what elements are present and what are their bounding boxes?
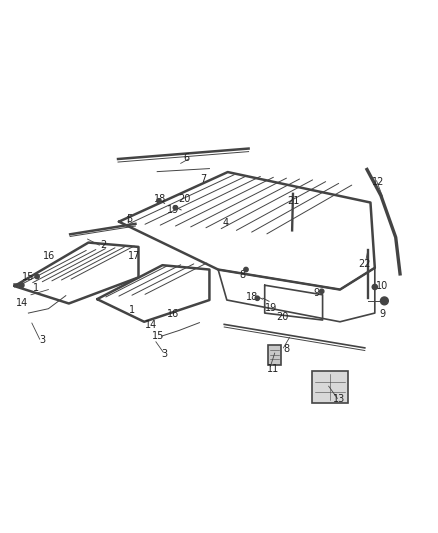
FancyBboxPatch shape [312, 372, 348, 403]
Circle shape [173, 206, 178, 210]
Text: 11: 11 [267, 364, 279, 374]
Text: 3: 3 [162, 349, 168, 359]
Text: 18: 18 [246, 292, 258, 302]
Circle shape [244, 268, 248, 272]
Circle shape [157, 199, 161, 203]
Circle shape [381, 297, 389, 305]
Text: 1: 1 [33, 283, 39, 293]
Text: 9: 9 [379, 309, 385, 319]
Text: 21: 21 [287, 196, 299, 206]
Text: 5: 5 [127, 214, 133, 224]
Text: 2: 2 [101, 240, 107, 250]
FancyBboxPatch shape [268, 345, 281, 365]
Text: 1: 1 [129, 305, 135, 315]
Text: 22: 22 [359, 260, 371, 269]
Text: 12: 12 [372, 176, 384, 187]
Text: 10: 10 [376, 281, 389, 291]
Text: 20: 20 [276, 312, 288, 321]
Text: 13: 13 [332, 394, 345, 404]
Text: 19: 19 [265, 303, 277, 313]
Text: 16: 16 [43, 251, 55, 261]
Text: 3: 3 [40, 335, 46, 345]
Text: 9: 9 [314, 288, 320, 297]
Text: 8: 8 [283, 344, 290, 354]
Text: 16: 16 [167, 309, 180, 319]
Text: 14: 14 [145, 320, 158, 330]
Circle shape [372, 284, 378, 289]
Text: 17: 17 [128, 251, 140, 261]
Text: 19: 19 [167, 205, 180, 215]
Text: 15: 15 [152, 331, 164, 341]
Circle shape [35, 274, 39, 279]
Text: 15: 15 [22, 272, 35, 282]
Circle shape [255, 296, 259, 301]
Circle shape [320, 289, 324, 294]
Circle shape [19, 282, 24, 288]
Text: 14: 14 [16, 298, 28, 309]
Text: 20: 20 [178, 194, 191, 204]
Text: 6: 6 [183, 152, 189, 163]
Text: 18: 18 [154, 194, 166, 204]
Text: 8: 8 [240, 270, 246, 280]
Text: 4: 4 [223, 218, 229, 228]
Text: 7: 7 [201, 174, 207, 184]
